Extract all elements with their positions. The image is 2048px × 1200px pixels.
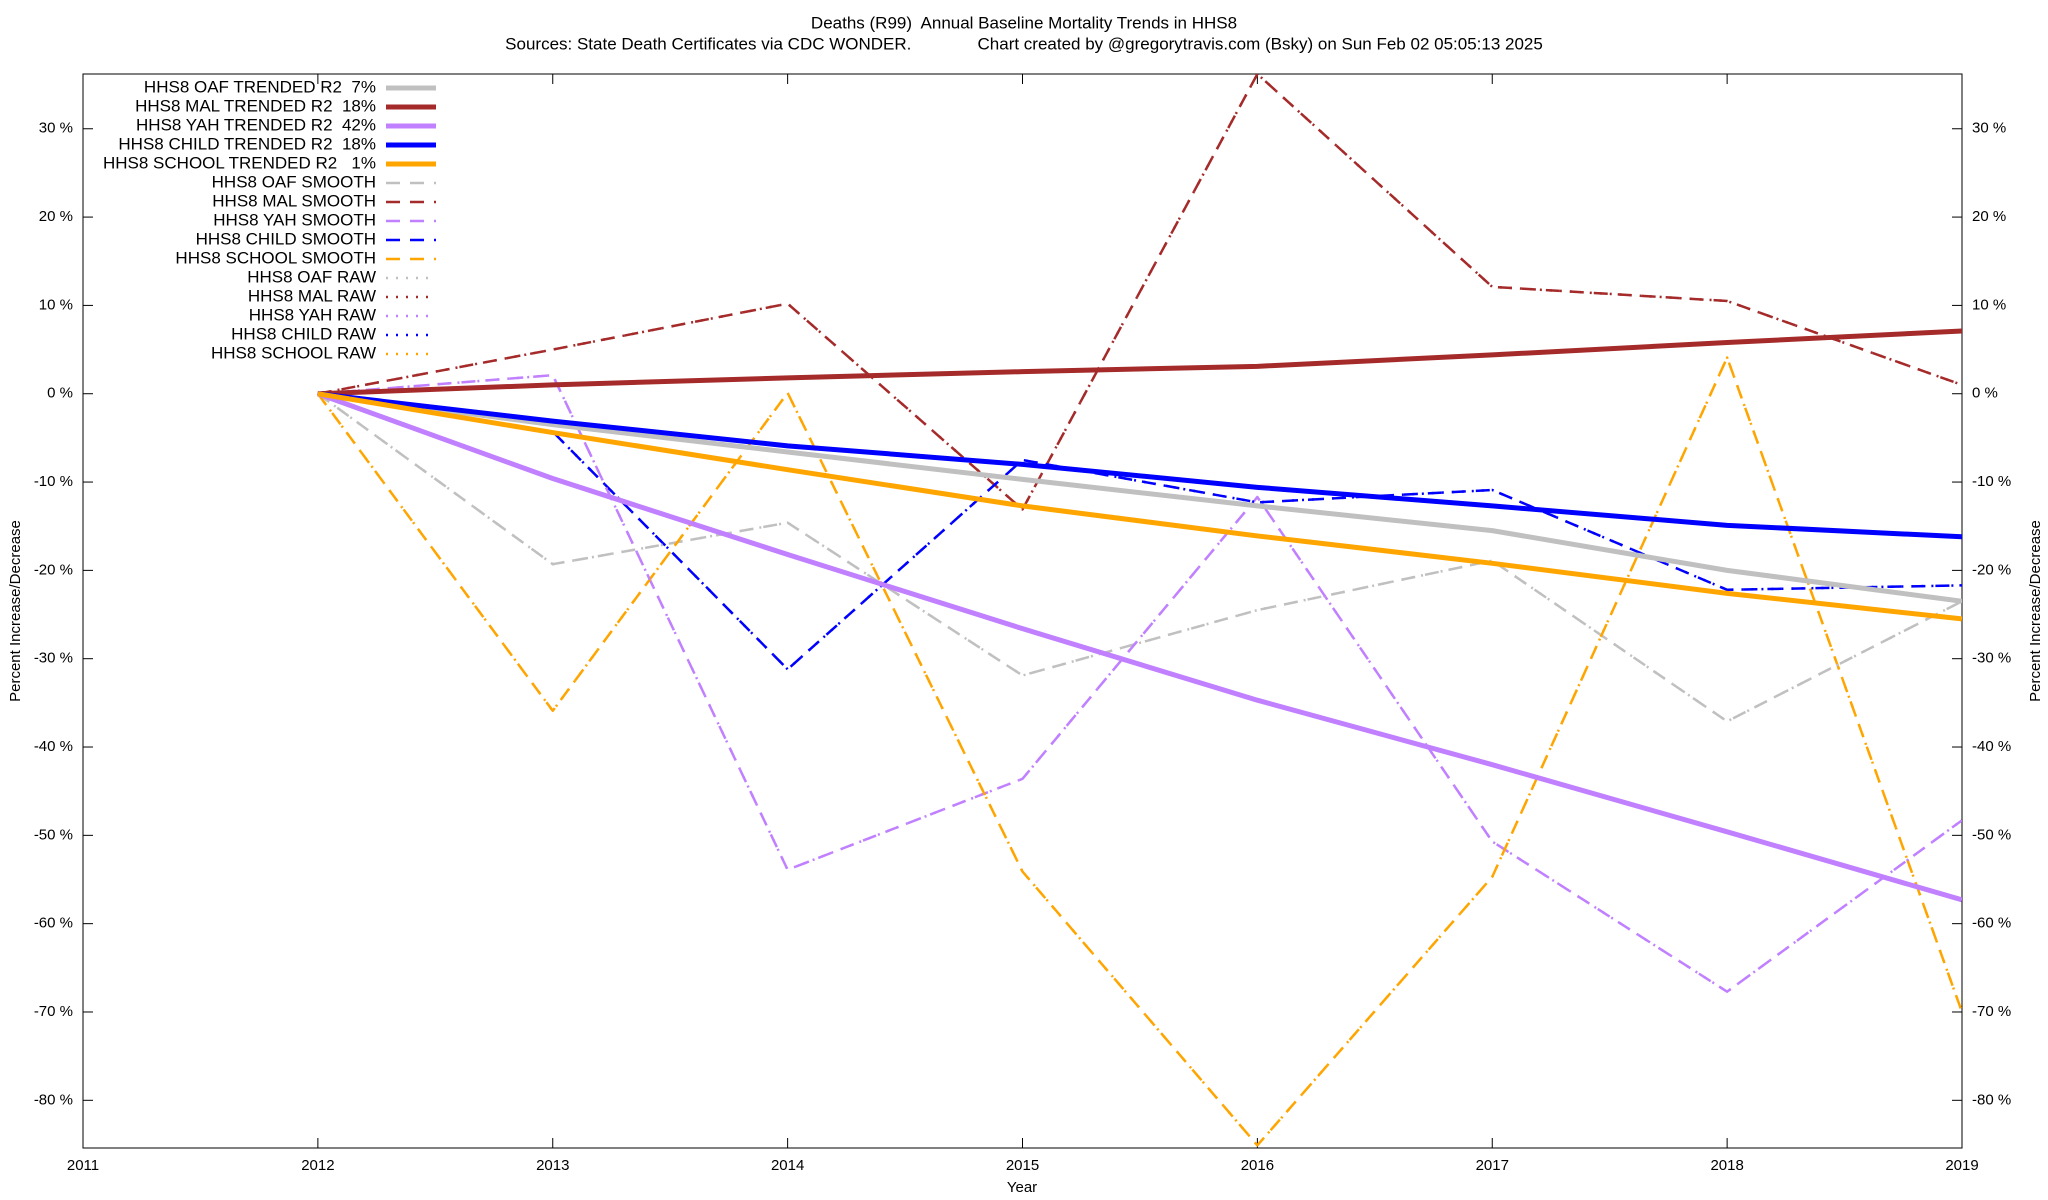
y-tick-label: -50 % <box>34 826 73 843</box>
legend-label: HHS8 OAF TRENDED R2 7% <box>144 77 376 96</box>
y2-tick-label: -10 % <box>1972 473 2011 490</box>
legend-label: HHS8 MAL TRENDED R2 18% <box>135 96 376 115</box>
legend-label: HHS8 CHILD SMOOTH <box>196 229 376 248</box>
legend-label: HHS8 OAF SMOOTH <box>212 172 376 191</box>
x-tick-label: 2017 <box>1476 1157 1509 1174</box>
legend-label: HHS8 CHILD RAW <box>231 324 376 343</box>
y2-tick-label: -70 % <box>1972 1003 2011 1020</box>
legend-label: HHS8 CHILD TRENDED R2 18% <box>118 134 376 153</box>
legend-label: HHS8 SCHOOL SMOOTH <box>175 248 376 267</box>
x-axis-label: Year <box>1007 1179 1037 1196</box>
x-tick-label: 2015 <box>1006 1157 1039 1174</box>
legend-label: HHS8 SCHOOL TRENDED R2 1% <box>103 153 376 172</box>
series-line <box>317 328 1962 397</box>
y-tick-label: 10 % <box>39 296 73 313</box>
series-line <box>317 373 1962 993</box>
series-line <box>317 392 1962 723</box>
series-line <box>317 391 1962 622</box>
x-tick-label: 2018 <box>1710 1157 1743 1174</box>
y2-tick-label: 0 % <box>1972 385 1998 402</box>
x-tick-label: 2014 <box>771 1157 804 1174</box>
legend-label: HHS8 MAL RAW <box>248 286 376 305</box>
series-line <box>317 391 1962 604</box>
chart-subtitle: Sources: State Death Certificates via CD… <box>505 34 1543 53</box>
y-axis-label: Percent Increase/Decrease <box>7 520 24 702</box>
y2-tick-label: -40 % <box>1972 738 2011 755</box>
y-tick-label: -70 % <box>34 1003 73 1020</box>
legend-label: HHS8 OAF RAW <box>247 267 376 286</box>
x-tick-label: 2019 <box>1945 1157 1978 1174</box>
x-tick-label: 2011 <box>67 1157 99 1174</box>
y-tick-label: -20 % <box>34 561 73 578</box>
y2-tick-label: 10 % <box>1972 296 2006 313</box>
y2-tick-label: -20 % <box>1972 561 2011 578</box>
x-tick-label: 2012 <box>301 1157 334 1174</box>
y-tick-label: -40 % <box>34 738 73 755</box>
y2-axis-label: Percent Increase/Decrease <box>2027 520 2044 702</box>
y2-tick-label: 30 % <box>1972 120 2006 137</box>
legend-label: HHS8 YAH RAW <box>249 305 376 324</box>
legend-label: HHS8 YAH TRENDED R2 42% <box>136 115 376 134</box>
series-line <box>317 74 1962 511</box>
y2-tick-label: -30 % <box>1972 650 2011 667</box>
y2-tick-label: 20 % <box>1972 208 2006 225</box>
y-tick-label: -10 % <box>34 473 73 490</box>
legend-label: HHS8 YAH SMOOTH <box>213 210 376 229</box>
series-line <box>317 373 1962 993</box>
y2-tick-label: -50 % <box>1972 826 2011 843</box>
legend-label: HHS8 SCHOOL RAW <box>211 343 376 362</box>
y-tick-label: 0 % <box>47 385 73 402</box>
y-tick-label: 30 % <box>39 120 73 137</box>
chart-title: Deaths (R99) Annual Baseline Mortality T… <box>811 13 1237 32</box>
legend-label: HHS8 MAL SMOOTH <box>212 191 376 210</box>
series-line <box>317 392 1962 671</box>
y-tick-label: -30 % <box>34 650 73 667</box>
series-line <box>317 391 1962 903</box>
series-line <box>317 392 1962 723</box>
y-tick-label: -60 % <box>34 915 73 932</box>
x-tick-label: 2013 <box>536 1157 569 1174</box>
series-line <box>316 356 1962 1147</box>
x-tick-label: 2016 <box>1241 1157 1274 1174</box>
y2-tick-label: -80 % <box>1972 1091 2011 1108</box>
y2-tick-label: -60 % <box>1972 915 2011 932</box>
y-tick-label: -80 % <box>34 1091 73 1108</box>
series-line <box>317 391 1962 540</box>
y-tick-label: 20 % <box>39 208 73 225</box>
